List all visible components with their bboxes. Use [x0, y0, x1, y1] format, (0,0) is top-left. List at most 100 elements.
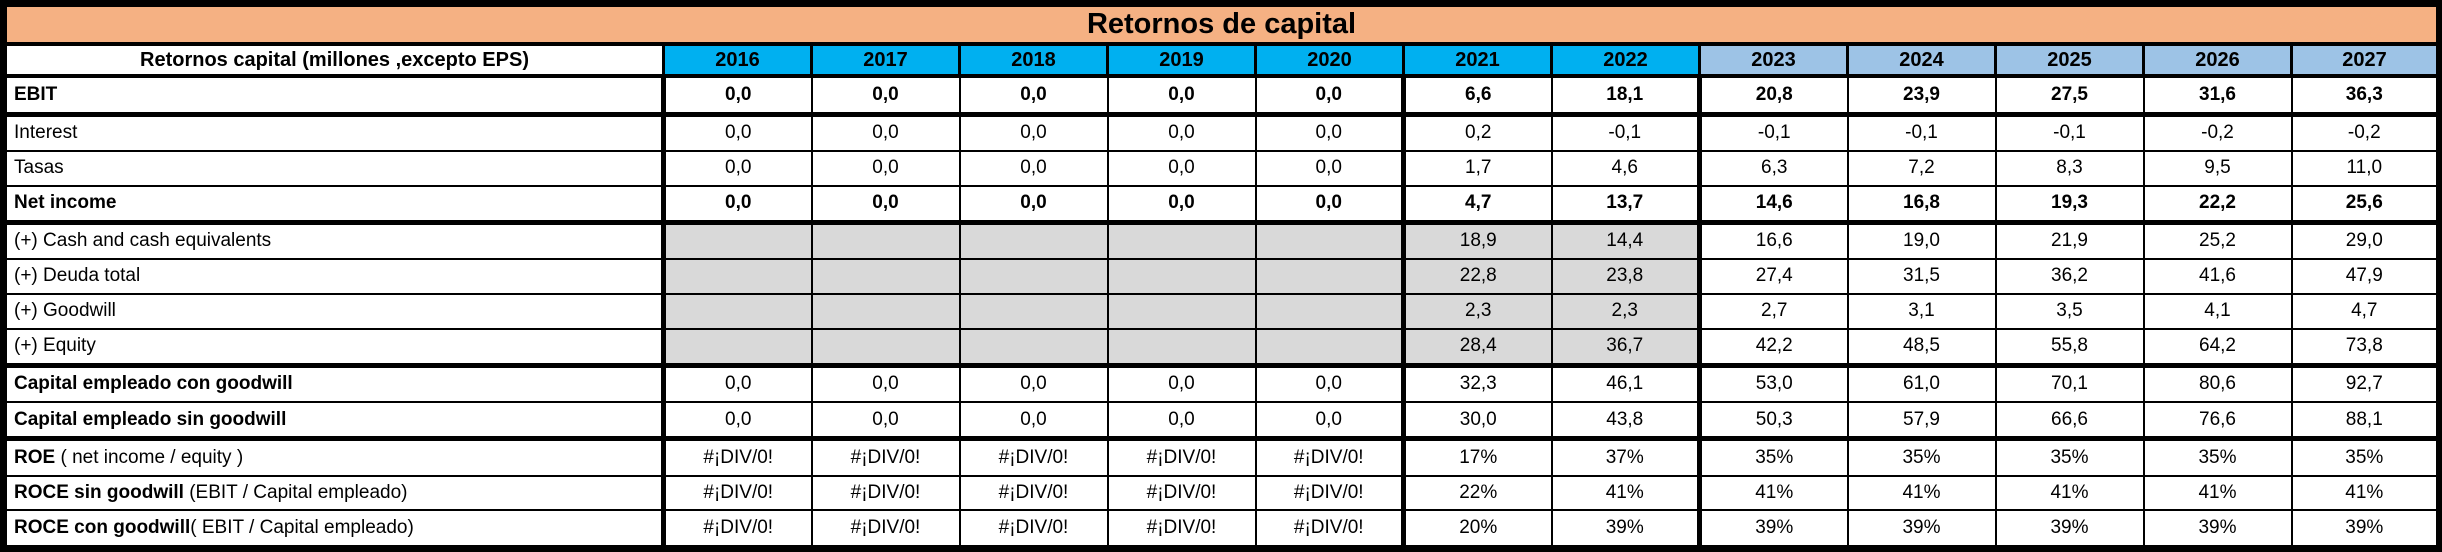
value-cell-goodwill-2019[interactable] — [1106, 292, 1257, 330]
year-header-2021[interactable]: 2021 — [1402, 42, 1553, 78]
row-label-cell-roe[interactable]: ROE ( net income / equity ) — [2, 437, 665, 477]
value-cell-cash-2024[interactable]: 19,0 — [1846, 221, 1997, 261]
value-cell-net-income-2024[interactable]: 16,8 — [1846, 184, 1997, 225]
value-cell-interest-2020[interactable]: 0,0 — [1254, 113, 1405, 152]
value-cell-net-income-2016[interactable]: 0,0 — [661, 184, 813, 225]
value-cell-tasas-2024[interactable]: 7,2 — [1846, 149, 1997, 187]
value-cell-ebit-2025[interactable]: 27,5 — [1994, 74, 2145, 117]
value-cell-roce-sin-goodwill-2019[interactable]: #¡DIV/0! — [1106, 474, 1257, 512]
year-header-2020[interactable]: 2020 — [1254, 42, 1405, 78]
value-cell-interest-2023[interactable]: -0,1 — [1697, 113, 1849, 152]
value-cell-cash-2017[interactable] — [810, 221, 961, 261]
row-label-cell-ebit[interactable]: EBIT — [2, 74, 665, 117]
value-cell-cash-2016[interactable] — [661, 221, 813, 261]
value-cell-deuda-total-2025[interactable]: 36,2 — [1994, 258, 2145, 295]
value-cell-capital-con-goodwill-2022[interactable]: 46,1 — [1550, 364, 1701, 404]
value-cell-net-income-2019[interactable]: 0,0 — [1106, 184, 1257, 225]
value-cell-roce-sin-goodwill-2027[interactable]: 41% — [2290, 474, 2441, 512]
value-cell-capital-sin-goodwill-2021[interactable]: 30,0 — [1401, 401, 1553, 442]
value-cell-capital-sin-goodwill-2023[interactable]: 50,3 — [1697, 401, 1849, 442]
value-cell-roce-con-goodwill-2026[interactable]: 39% — [2142, 509, 2293, 550]
row-label-cell-capital-con-goodwill[interactable]: Capital empleado con goodwill — [2, 364, 665, 404]
row-label-cell-interest[interactable]: Interest — [2, 113, 665, 152]
value-cell-roce-sin-goodwill-2017[interactable]: #¡DIV/0! — [810, 474, 961, 512]
value-cell-deuda-total-2024[interactable]: 31,5 — [1846, 258, 1997, 295]
value-cell-capital-con-goodwill-2023[interactable]: 53,0 — [1697, 364, 1849, 404]
value-cell-cash-2020[interactable] — [1254, 221, 1405, 261]
row-label-cell-deuda-total[interactable]: (+) Deuda total — [2, 258, 665, 295]
value-cell-equity-2022[interactable]: 36,7 — [1550, 327, 1701, 368]
value-cell-equity-2024[interactable]: 48,5 — [1846, 327, 1997, 368]
year-header-2018[interactable]: 2018 — [958, 42, 1109, 78]
value-cell-roce-sin-goodwill-2024[interactable]: 41% — [1846, 474, 1997, 512]
row-label-cell-equity[interactable]: (+) Equity — [2, 327, 665, 368]
value-cell-roe-2020[interactable]: #¡DIV/0! — [1254, 437, 1405, 477]
value-cell-ebit-2021[interactable]: 6,6 — [1401, 74, 1553, 117]
value-cell-capital-sin-goodwill-2019[interactable]: 0,0 — [1106, 401, 1257, 442]
value-cell-roce-con-goodwill-2022[interactable]: 39% — [1550, 509, 1701, 550]
value-cell-goodwill-2018[interactable] — [958, 292, 1109, 330]
value-cell-tasas-2016[interactable]: 0,0 — [661, 149, 813, 187]
value-cell-net-income-2017[interactable]: 0,0 — [810, 184, 961, 225]
value-cell-roce-sin-goodwill-2021[interactable]: 22% — [1401, 474, 1553, 512]
value-cell-interest-2027[interactable]: -0,2 — [2290, 113, 2441, 152]
row-label-cell-roce-con-goodwill[interactable]: ROCE con goodwill( EBIT / Capital emplea… — [2, 509, 665, 550]
value-cell-tasas-2020[interactable]: 0,0 — [1254, 149, 1405, 187]
value-cell-capital-con-goodwill-2019[interactable]: 0,0 — [1106, 364, 1257, 404]
value-cell-cash-2027[interactable]: 29,0 — [2290, 221, 2441, 261]
value-cell-roce-con-goodwill-2019[interactable]: #¡DIV/0! — [1106, 509, 1257, 550]
value-cell-net-income-2026[interactable]: 22,2 — [2142, 184, 2293, 225]
value-cell-interest-2018[interactable]: 0,0 — [958, 113, 1109, 152]
value-cell-interest-2022[interactable]: -0,1 — [1550, 113, 1701, 152]
value-cell-goodwill-2025[interactable]: 3,5 — [1994, 292, 2145, 330]
value-cell-capital-sin-goodwill-2020[interactable]: 0,0 — [1254, 401, 1405, 442]
value-cell-interest-2024[interactable]: -0,1 — [1846, 113, 1997, 152]
value-cell-deuda-total-2022[interactable]: 23,8 — [1550, 258, 1701, 295]
value-cell-equity-2020[interactable] — [1254, 327, 1405, 368]
value-cell-capital-sin-goodwill-2027[interactable]: 88,1 — [2290, 401, 2441, 442]
value-cell-ebit-2016[interactable]: 0,0 — [661, 74, 813, 117]
value-cell-tasas-2026[interactable]: 9,5 — [2142, 149, 2293, 187]
value-cell-interest-2021[interactable]: 0,2 — [1401, 113, 1553, 152]
value-cell-goodwill-2026[interactable]: 4,1 — [2142, 292, 2293, 330]
value-cell-capital-con-goodwill-2021[interactable]: 32,3 — [1401, 364, 1553, 404]
value-cell-capital-con-goodwill-2027[interactable]: 92,7 — [2290, 364, 2441, 404]
year-header-2022[interactable]: 2022 — [1550, 42, 1701, 78]
value-cell-equity-2026[interactable]: 64,2 — [2142, 327, 2293, 368]
value-cell-tasas-2017[interactable]: 0,0 — [810, 149, 961, 187]
value-cell-roce-sin-goodwill-2025[interactable]: 41% — [1994, 474, 2145, 512]
value-cell-tasas-2025[interactable]: 8,3 — [1994, 149, 2145, 187]
value-cell-capital-con-goodwill-2025[interactable]: 70,1 — [1994, 364, 2145, 404]
value-cell-roce-sin-goodwill-2022[interactable]: 41% — [1550, 474, 1701, 512]
value-cell-capital-sin-goodwill-2017[interactable]: 0,0 — [810, 401, 961, 442]
value-cell-net-income-2021[interactable]: 4,7 — [1401, 184, 1553, 225]
value-cell-tasas-2021[interactable]: 1,7 — [1401, 149, 1553, 187]
value-cell-roe-2023[interactable]: 35% — [1697, 437, 1849, 477]
value-cell-goodwill-2023[interactable]: 2,7 — [1697, 292, 1849, 330]
year-header-2017[interactable]: 2017 — [810, 42, 961, 78]
year-header-2024[interactable]: 2024 — [1846, 42, 1997, 78]
value-cell-roce-sin-goodwill-2023[interactable]: 41% — [1697, 474, 1849, 512]
value-cell-capital-sin-goodwill-2026[interactable]: 76,6 — [2142, 401, 2293, 442]
value-cell-cash-2021[interactable]: 18,9 — [1401, 221, 1553, 261]
value-cell-interest-2026[interactable]: -0,2 — [2142, 113, 2293, 152]
value-cell-equity-2017[interactable] — [810, 327, 961, 368]
value-cell-tasas-2027[interactable]: 11,0 — [2290, 149, 2441, 187]
row-label-cell-capital-sin-goodwill[interactable]: Capital empleado sin goodwill — [2, 401, 665, 442]
value-cell-capital-con-goodwill-2017[interactable]: 0,0 — [810, 364, 961, 404]
value-cell-deuda-total-2027[interactable]: 47,9 — [2290, 258, 2441, 295]
row-label-cell-net-income[interactable]: Net income — [2, 184, 665, 225]
value-cell-net-income-2020[interactable]: 0,0 — [1254, 184, 1405, 225]
value-cell-cash-2026[interactable]: 25,2 — [2142, 221, 2293, 261]
year-header-2025[interactable]: 2025 — [1994, 42, 2145, 78]
value-cell-capital-con-goodwill-2024[interactable]: 61,0 — [1846, 364, 1997, 404]
value-cell-cash-2025[interactable]: 21,9 — [1994, 221, 2145, 261]
value-cell-ebit-2024[interactable]: 23,9 — [1846, 74, 1997, 117]
value-cell-cash-2018[interactable] — [958, 221, 1109, 261]
value-cell-capital-con-goodwill-2018[interactable]: 0,0 — [958, 364, 1109, 404]
value-cell-deuda-total-2023[interactable]: 27,4 — [1697, 258, 1849, 295]
year-header-2026[interactable]: 2026 — [2142, 42, 2293, 78]
year-header-2027[interactable]: 2027 — [2289, 42, 2442, 78]
value-cell-deuda-total-2018[interactable] — [958, 258, 1109, 295]
value-cell-tasas-2019[interactable]: 0,0 — [1106, 149, 1257, 187]
